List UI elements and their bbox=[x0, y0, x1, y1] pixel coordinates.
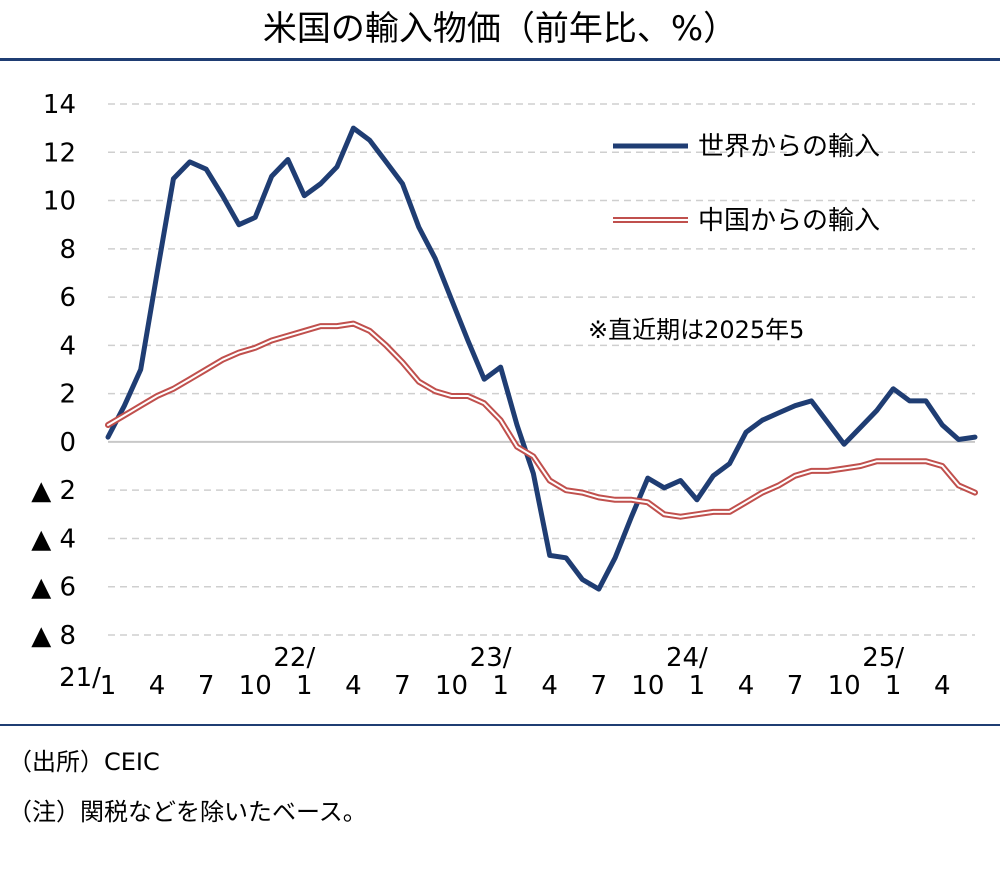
x-tick-label: 4 bbox=[541, 671, 558, 701]
x-tick-label: 1 bbox=[885, 671, 902, 701]
y-tick-label: ▲ 6 bbox=[31, 573, 76, 603]
footer-divider bbox=[0, 724, 1000, 726]
chart-title: 米国の輸入物価（前年比、%） bbox=[262, 9, 738, 49]
gridlines bbox=[108, 103, 975, 636]
x-tick-label: 4 bbox=[345, 671, 362, 701]
series-lines bbox=[105, 125, 978, 592]
chart-annotation: ※直近期は2025年5 bbox=[588, 316, 804, 344]
x-tick-label: 1 bbox=[689, 671, 706, 701]
x-tick-label: 4 bbox=[738, 671, 755, 701]
y-tick-label: 12 bbox=[43, 138, 76, 168]
x-tick-label: 7 bbox=[787, 671, 804, 701]
x-year-label: 23/ bbox=[470, 643, 512, 673]
x-year-label: 21/ bbox=[59, 663, 101, 693]
y-tick-label: ▲ 2 bbox=[31, 476, 76, 506]
x-tick-label: 1 bbox=[296, 671, 313, 701]
series-line-china-core bbox=[107, 322, 976, 518]
x-tick-label: 10 bbox=[631, 671, 664, 701]
series-line-world bbox=[105, 125, 978, 592]
x-tick-label: 10 bbox=[239, 671, 272, 701]
x-tick-label: 7 bbox=[394, 671, 411, 701]
y-tick-label: 14 bbox=[43, 90, 76, 120]
x-year-label: 25/ bbox=[862, 643, 904, 673]
y-tick-label: 0 bbox=[59, 428, 76, 458]
x-axis-ticks: 121/4 7 10 122/4 7 10 123/4 7 10 124/4 7 10 125/4 bbox=[59, 643, 950, 701]
y-axis-ticks: 14 12 10 8 6 4 2 0 ▲ 2 ▲ 4 ▲ 6 ▲ 8 bbox=[31, 90, 76, 651]
y-tick-label: 4 bbox=[59, 331, 76, 361]
y-tick-label: ▲ 8 bbox=[31, 621, 76, 651]
source-note: （出所）CEIC bbox=[8, 748, 160, 776]
y-tick-label: 2 bbox=[59, 380, 76, 410]
x-tick-label: 1 bbox=[492, 671, 509, 701]
y-tick-label: 8 bbox=[59, 235, 76, 265]
x-year-label: 24/ bbox=[666, 643, 708, 673]
x-tick-label: 10 bbox=[435, 671, 468, 701]
x-tick-label: 7 bbox=[590, 671, 607, 701]
y-tick-label: 10 bbox=[43, 187, 76, 217]
y-tick-label: ▲ 4 bbox=[31, 524, 76, 554]
legend-label: 世界からの輸入 bbox=[698, 132, 880, 162]
footnote: （注）関税などを除いたベース。 bbox=[8, 798, 367, 826]
x-tick-label: 4 bbox=[934, 671, 951, 701]
y-tick-label: 6 bbox=[59, 283, 76, 313]
x-year-label: 22/ bbox=[273, 643, 315, 673]
x-tick-label: 10 bbox=[828, 671, 861, 701]
title-divider bbox=[0, 58, 1000, 61]
x-tick-label: 1 bbox=[100, 671, 117, 701]
x-tick-label: 7 bbox=[198, 671, 215, 701]
x-tick-label: 4 bbox=[149, 671, 166, 701]
legend-label: 中国からの輸入 bbox=[698, 206, 880, 236]
